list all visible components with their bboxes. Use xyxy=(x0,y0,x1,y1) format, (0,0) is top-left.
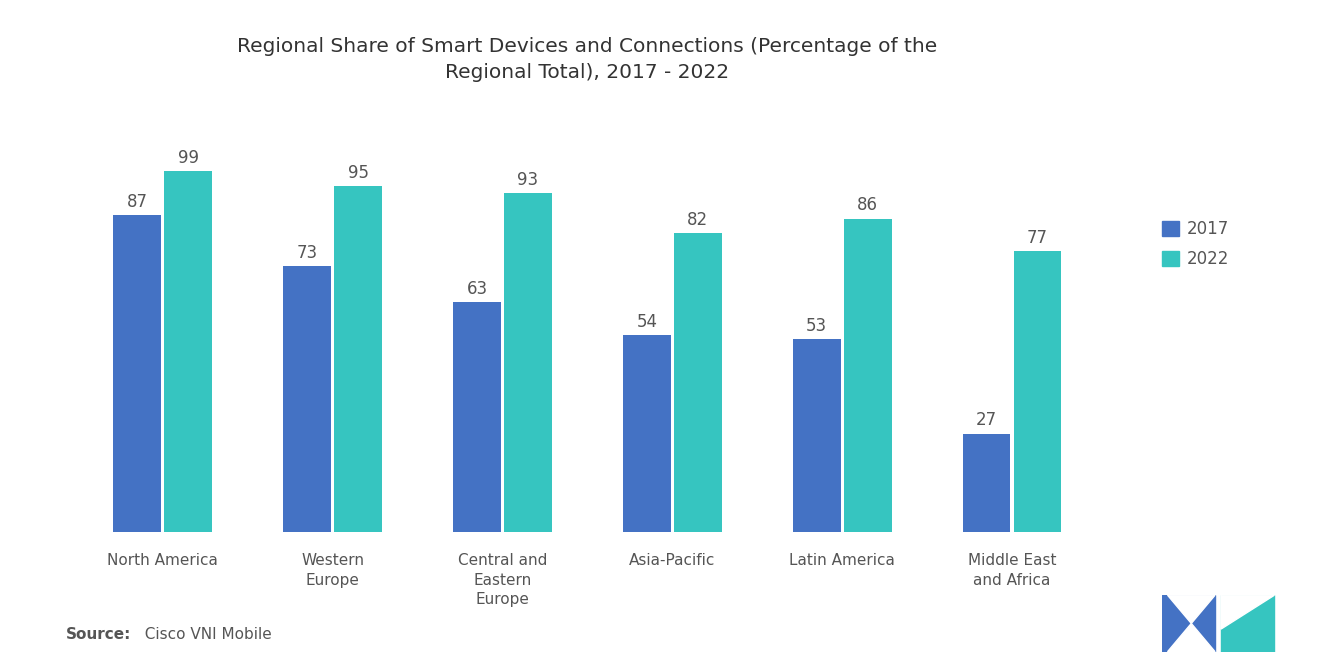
Polygon shape xyxy=(1162,595,1214,652)
Text: 86: 86 xyxy=(857,196,878,214)
Text: 73: 73 xyxy=(297,243,318,262)
Bar xyxy=(1014,251,1061,532)
Text: 82: 82 xyxy=(688,211,709,229)
Polygon shape xyxy=(1167,595,1214,624)
Title: Regional Share of Smart Devices and Connections (Percentage of the
Regional Tota: Regional Share of Smart Devices and Conn… xyxy=(238,37,937,82)
Polygon shape xyxy=(1221,595,1274,629)
Polygon shape xyxy=(1221,595,1274,652)
Text: 27: 27 xyxy=(975,411,997,430)
Text: 53: 53 xyxy=(807,317,828,334)
Bar xyxy=(675,233,722,532)
Text: 99: 99 xyxy=(178,149,198,167)
Text: 93: 93 xyxy=(517,171,539,189)
Text: Source:: Source: xyxy=(66,626,132,642)
Bar xyxy=(114,215,161,532)
Text: 95: 95 xyxy=(347,164,368,182)
Bar xyxy=(504,194,552,532)
Bar xyxy=(334,186,381,532)
Text: 77: 77 xyxy=(1027,229,1048,247)
Bar xyxy=(284,266,331,532)
Bar xyxy=(962,434,1010,532)
Text: 63: 63 xyxy=(466,280,487,298)
Polygon shape xyxy=(1167,624,1214,652)
Bar xyxy=(793,339,841,532)
Bar xyxy=(623,335,671,532)
Text: Cisco VNI Mobile: Cisco VNI Mobile xyxy=(135,626,272,642)
Bar xyxy=(165,172,213,532)
Text: 87: 87 xyxy=(127,193,148,211)
Text: 54: 54 xyxy=(636,313,657,331)
Bar xyxy=(843,219,891,532)
Legend: 2017, 2022: 2017, 2022 xyxy=(1155,213,1236,275)
Bar xyxy=(453,303,500,532)
